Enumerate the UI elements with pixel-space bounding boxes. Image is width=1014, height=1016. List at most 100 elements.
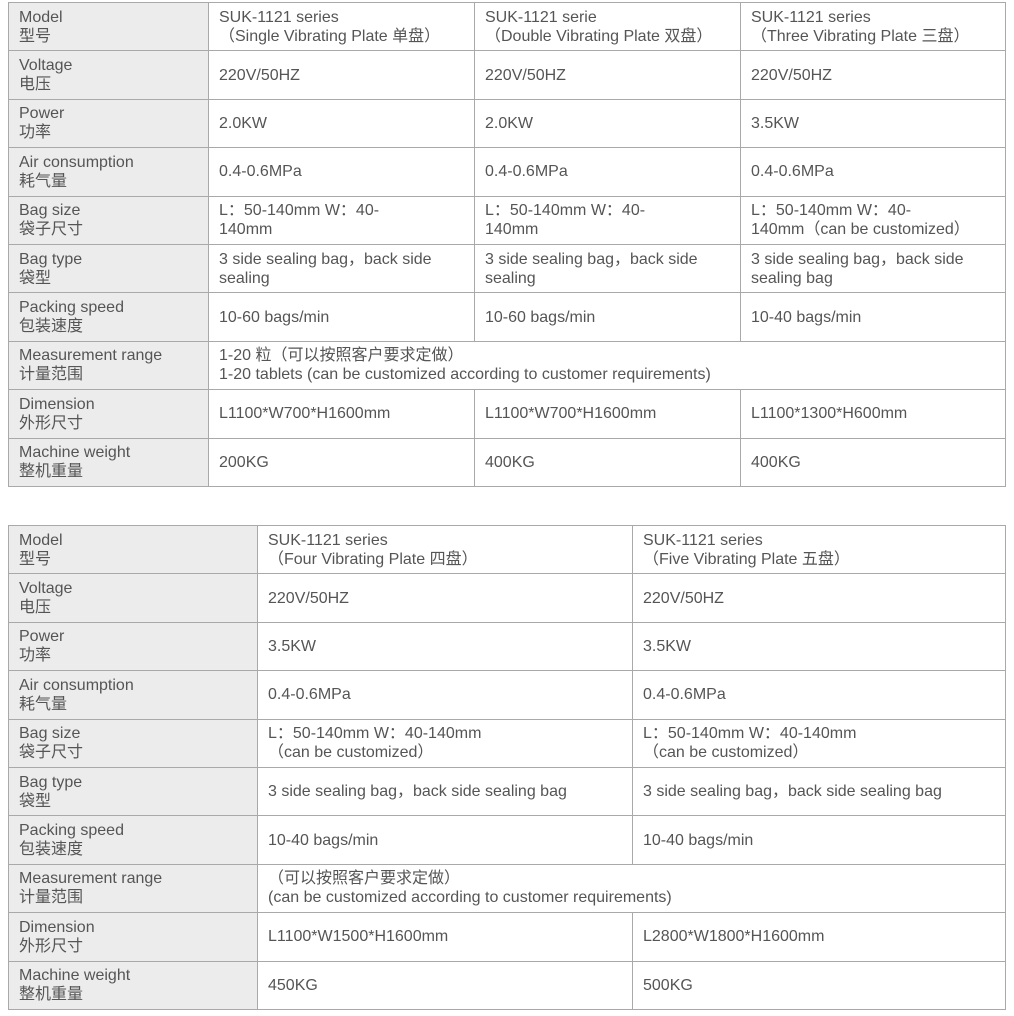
value-cell-air: 0.4-0.6MPa [208,147,475,197]
value-cell-bag_size: L：50-140mm W：40- 140mm [208,195,475,245]
cell-text: L1100*W1500*H1600mm [268,928,449,946]
value-cell-weight: 500KG [632,960,1006,1010]
cell-text: 220V/50HZ [268,589,349,607]
label-en: Air consumption [19,153,134,171]
cell-text: 0.4-0.6MPa [268,686,351,704]
label-zh: 外形尺寸 [19,414,84,432]
label-zh: 袋子尺寸 [19,744,84,762]
label-en: Bag size [19,202,81,220]
table-row: Dimension 外形尺寸 L1100*W1500*H1600mm L2800*W1… [8,912,1006,962]
label-zh: 耗气量 [19,695,68,713]
table-row: Bag type 袋型 3 side sealing bag，back side s… [8,766,1006,817]
row-label: Model 型号 [8,1,209,52]
cell-text: 220V/50HZ [485,66,566,84]
label-zh: 功率 [19,124,52,142]
value-cell-air: 0.4-0.6MPa [740,147,1006,197]
label-en: Bag type [19,773,83,791]
cell-line: 3 side sealing bag，back side [485,250,698,268]
cell-text: 3.5KW [268,637,317,655]
row-label: Packing speed 包装速度 [8,292,209,342]
row-label: Machine weight 整机重量 [8,437,209,487]
value-cell-model: SUK-1121 serie （Double Vibrating Plate 双盘… [474,1,741,52]
value-cell-speed: 10-60 bags/min [474,292,741,342]
label-zh: 功率 [19,647,52,665]
cell-text: 220V/50HZ [751,66,832,84]
cell-text: 400KG [485,453,535,471]
label-zh: 电压 [19,76,52,94]
label-zh: 外形尺寸 [19,937,84,955]
cell-line: SUK-1121 series [751,8,871,26]
table-row: Bag type 袋型 3 side sealing bag，back side se… [8,243,1006,294]
table-row: Packing speed 包装速度 10-60 bags/min 10-60 bag… [8,292,1006,342]
cell-text: 500KG [643,976,693,994]
label-en: Model [19,531,63,549]
value-cell-voltage: 220V/50HZ [474,50,741,100]
row-label: Dimension 外形尺寸 [8,912,258,962]
label-zh: 袋子尺寸 [19,221,84,239]
table-row: Packing speed 包装速度 10-40 bags/min 10-40 bag… [8,815,1006,865]
label-zh: 计量范围 [19,366,84,384]
cell-text: 10-60 bags/min [485,308,596,326]
value-cell-voltage: 220V/50HZ [632,573,1006,623]
value-cell-bag_type: 3 side sealing bag，back side sealing bag [740,243,1006,294]
cell-line: SUK-1121 serie [485,8,597,26]
measurement-cell: （可以按照客户要求定做） (can be customized according… [257,863,1006,914]
measurement-cell: 1-20 粒（可以按照客户要求定做） 1-20 tablets (can be c… [208,340,1006,391]
cell-line: （Single Vibrating Plate 单盘） [219,27,441,45]
cell-text: 10-60 bags/min [219,308,330,326]
table-row: Measurement range 计量范围 1-20 粒（可以按照客户要求定做） 1… [8,340,1006,391]
cell-text: L1100*W700*H1600mm [219,405,391,423]
cell-text: 10-40 bags/min [643,831,754,849]
value-cell-bag_type: 3 side sealing bag，back side sealing bag [632,766,1006,817]
cell-text: 0.4-0.6MPa [643,686,726,704]
cell-line: （Double Vibrating Plate 双盘） [485,27,713,45]
cell-text: 10-40 bags/min [268,831,379,849]
cell-line: （can be customized） [643,744,809,762]
cell-line: 1-20 粒（可以按照客户要求定做） [219,347,464,365]
cell-line: （Three Vibrating Plate 三盘） [751,27,970,45]
value-cell-speed: 10-40 bags/min [632,815,1006,865]
value-cell-power: 3.5KW [740,98,1006,149]
label-zh: 耗气量 [19,172,68,190]
cell-line: L：50-140mm W：40-140mm [643,725,857,743]
cell-text: 0.4-0.6MPa [485,163,568,181]
value-cell-model: SUK-1121 series （Four Vibrating Plate 四盘） [257,524,633,575]
value-cell-model: SUK-1121 series （Three Vibrating Plate 三盘… [740,1,1006,52]
value-cell-bag_size: L：50-140mm W：40- 140mm [474,195,741,245]
value-cell-model: SUK-1121 series （Five Vibrating Plate 五盘） [632,524,1006,575]
cell-line: （Four Vibrating Plate 四盘） [268,550,478,568]
value-cell-weight: 400KG [474,437,741,487]
row-label: Voltage 电压 [8,50,209,100]
cell-line: SUK-1121 series [643,531,763,549]
cell-line: sealing [485,269,536,287]
label-en: Dimension [19,395,95,413]
value-cell-weight: 400KG [740,437,1006,487]
label-en: Measurement range [19,870,163,888]
cell-text: 0.4-0.6MPa [751,163,834,181]
cell-line: 140mm（can be customized） [751,221,970,239]
value-cell-power: 2.0KW [208,98,475,149]
label-en: Air consumption [19,676,134,694]
table-row: Air consumption 耗气量 0.4-0.6MPa 0.4-0.6MPa [8,670,1006,720]
label-en: Voltage [19,57,73,75]
cell-line: 3 side sealing bag，back side [751,250,964,268]
cell-text: 10-40 bags/min [751,308,862,326]
cell-text: 220V/50HZ [219,66,300,84]
value-cell-weight: 200KG [208,437,475,487]
label-zh: 袋型 [19,269,52,287]
cell-text: L2800*W1800*H1600mm [643,928,825,946]
label-en: Machine weight [19,967,131,985]
label-en: Packing speed [19,822,124,840]
label-en: Packing speed [19,299,124,317]
cell-line: sealing [219,269,270,287]
table-row: Air consumption 耗气量 0.4-0.6MPa 0.4-0.6MPa 0.… [8,147,1006,197]
value-cell-bag_type: 3 side sealing bag，back side sealing [208,243,475,294]
label-zh: 型号 [19,27,52,45]
cell-line: (can be customized according to customer… [268,889,672,907]
value-cell-dimension: L1100*W700*H1600mm [208,389,475,439]
label-en: Bag type [19,250,83,268]
table-row: Bag size 袋子尺寸 L：50-140mm W：40-140mm （can be… [8,718,1006,768]
row-label: Power 功率 [8,98,209,149]
value-cell-air: 0.4-0.6MPa [632,670,1006,720]
cell-line: L：50-140mm W：40- [485,202,646,220]
